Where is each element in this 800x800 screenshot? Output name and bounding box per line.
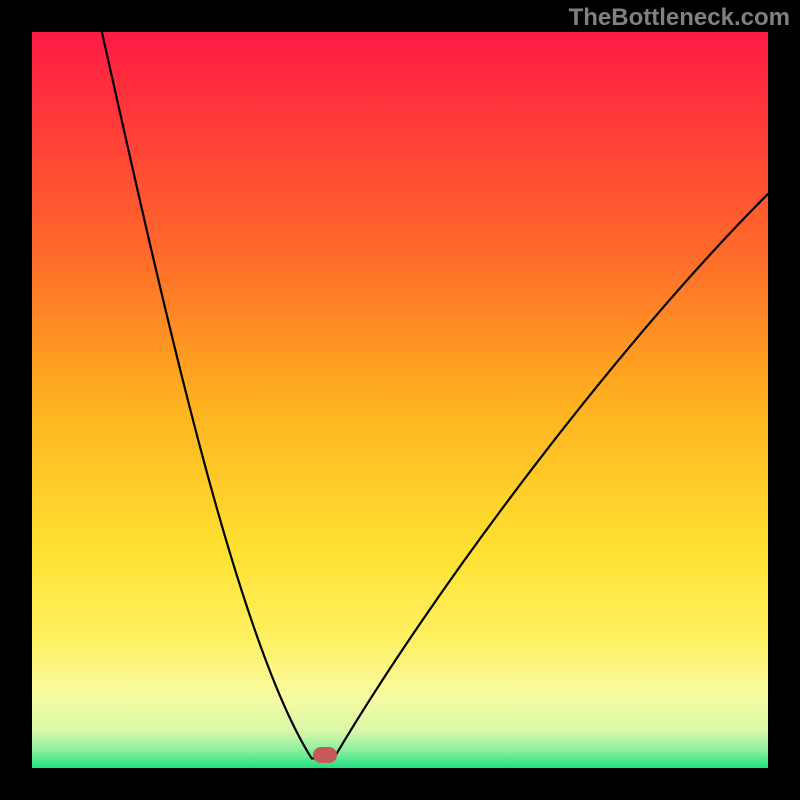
optimal-marker	[313, 747, 337, 763]
watermark-text: TheBottleneck.com	[569, 4, 790, 32]
bottleneck-curve	[32, 32, 768, 768]
plot-area	[32, 32, 768, 768]
chart-canvas: TheBottleneck.com	[0, 0, 800, 800]
curve-path	[102, 32, 768, 758]
